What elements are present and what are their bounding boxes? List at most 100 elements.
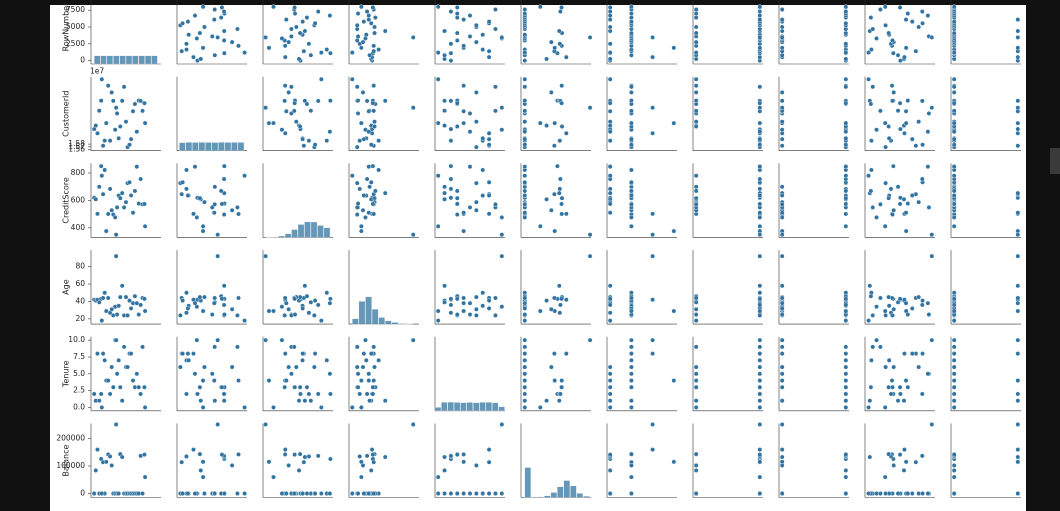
scatter-point xyxy=(292,5,298,10)
scatter-point xyxy=(180,179,186,185)
scatter-point xyxy=(1015,105,1021,111)
scatter-point xyxy=(448,453,454,459)
scatter-point xyxy=(297,124,303,129)
histogram-bar xyxy=(557,486,564,498)
scatter-point xyxy=(628,52,634,58)
scatter-point xyxy=(304,384,310,390)
histogram-bar xyxy=(466,402,473,411)
scatter-point xyxy=(607,210,613,216)
scrollbar[interactable] xyxy=(1050,148,1060,174)
scatter-point xyxy=(448,296,454,302)
histogram-bar xyxy=(563,480,571,498)
scatter-point xyxy=(209,34,215,39)
scatter-point xyxy=(951,164,957,170)
scatter-point xyxy=(282,351,288,357)
scatter-point xyxy=(140,344,145,350)
scatter-point xyxy=(382,398,388,404)
scatter-point xyxy=(779,119,785,125)
scatter-point xyxy=(185,19,191,25)
scatter-point xyxy=(202,491,207,496)
scatter-point xyxy=(212,201,218,207)
scatter-point xyxy=(693,83,699,89)
scatter-point xyxy=(99,318,105,324)
scatter-point xyxy=(291,491,297,496)
y-tick-label: 2.5 xyxy=(73,386,85,395)
y-tick-label: 0.0 xyxy=(73,402,85,411)
scatter-point xyxy=(891,207,897,213)
scatter-point xyxy=(693,306,699,312)
scatter-point xyxy=(607,468,613,473)
scatter-point xyxy=(843,9,849,14)
scatter-point xyxy=(486,193,492,198)
scatter-point xyxy=(559,124,565,129)
scatter-point xyxy=(890,312,895,318)
scatter-point xyxy=(304,293,310,299)
scatter-point xyxy=(192,371,198,377)
scatter-point xyxy=(779,384,785,390)
scatter-point xyxy=(361,136,367,142)
scatter-point xyxy=(221,302,227,308)
scatter-point xyxy=(951,468,957,473)
scatter-point xyxy=(890,98,895,104)
scatter-point xyxy=(448,98,454,104)
scatter-point xyxy=(410,35,416,40)
scatter-point xyxy=(757,210,763,216)
y-tick-label: 7.5 xyxy=(73,352,85,361)
scatter-point xyxy=(544,123,549,128)
scatter-point xyxy=(843,195,849,201)
scatter-point xyxy=(271,308,276,314)
scatter-point xyxy=(100,295,106,301)
scatter-point xyxy=(843,135,849,141)
scatter-point xyxy=(1015,308,1021,314)
scatter-point xyxy=(486,491,492,496)
scatter-point xyxy=(951,193,957,198)
scatter-point xyxy=(364,176,370,182)
scatter-point xyxy=(779,127,785,133)
histogram-bar xyxy=(138,55,145,65)
scatter-point xyxy=(271,120,276,126)
scatter-point xyxy=(354,212,360,217)
histogram-bar xyxy=(192,142,199,151)
scatter-point xyxy=(925,371,931,377)
scatter-point xyxy=(693,299,699,305)
scatter-point xyxy=(229,39,235,45)
scatter-point xyxy=(902,447,907,452)
scatter-point xyxy=(117,124,123,129)
scatter-point xyxy=(1015,190,1021,196)
scatter-point xyxy=(1015,130,1021,136)
scatter-point xyxy=(288,34,294,39)
scatter-point xyxy=(843,378,849,383)
scatter-point xyxy=(843,211,849,217)
scatter-point xyxy=(868,101,874,107)
scatter-point xyxy=(671,228,677,234)
scatter-point xyxy=(919,453,925,459)
scatter-point xyxy=(557,9,563,14)
scatter-point xyxy=(96,398,102,404)
scatter-point xyxy=(282,83,288,89)
scatter-point xyxy=(480,193,486,199)
scatter-point xyxy=(1015,398,1021,404)
scatter-point xyxy=(951,308,957,314)
scatter-point xyxy=(354,38,360,43)
histogram-bar xyxy=(378,317,385,325)
scatter-point xyxy=(1015,17,1021,22)
scatter-point xyxy=(563,211,569,217)
scatter-point xyxy=(324,138,330,144)
scatter-point xyxy=(142,120,148,126)
histogram-bar xyxy=(144,55,152,65)
scatter-point xyxy=(180,491,186,496)
scatter-point xyxy=(905,491,911,496)
scatter-point xyxy=(522,384,528,390)
scatter-point xyxy=(300,306,306,311)
scatter-point xyxy=(493,84,498,90)
scatter-point xyxy=(448,310,454,316)
scatter-point xyxy=(112,127,118,133)
scatter-point xyxy=(461,43,467,49)
scatter-point xyxy=(868,138,874,144)
histogram-bar xyxy=(365,296,372,325)
scatter-point xyxy=(757,9,763,14)
scatter-point xyxy=(442,190,447,196)
scatter-point xyxy=(607,384,613,390)
scatter-point xyxy=(442,468,447,473)
scatter-point xyxy=(757,100,763,106)
